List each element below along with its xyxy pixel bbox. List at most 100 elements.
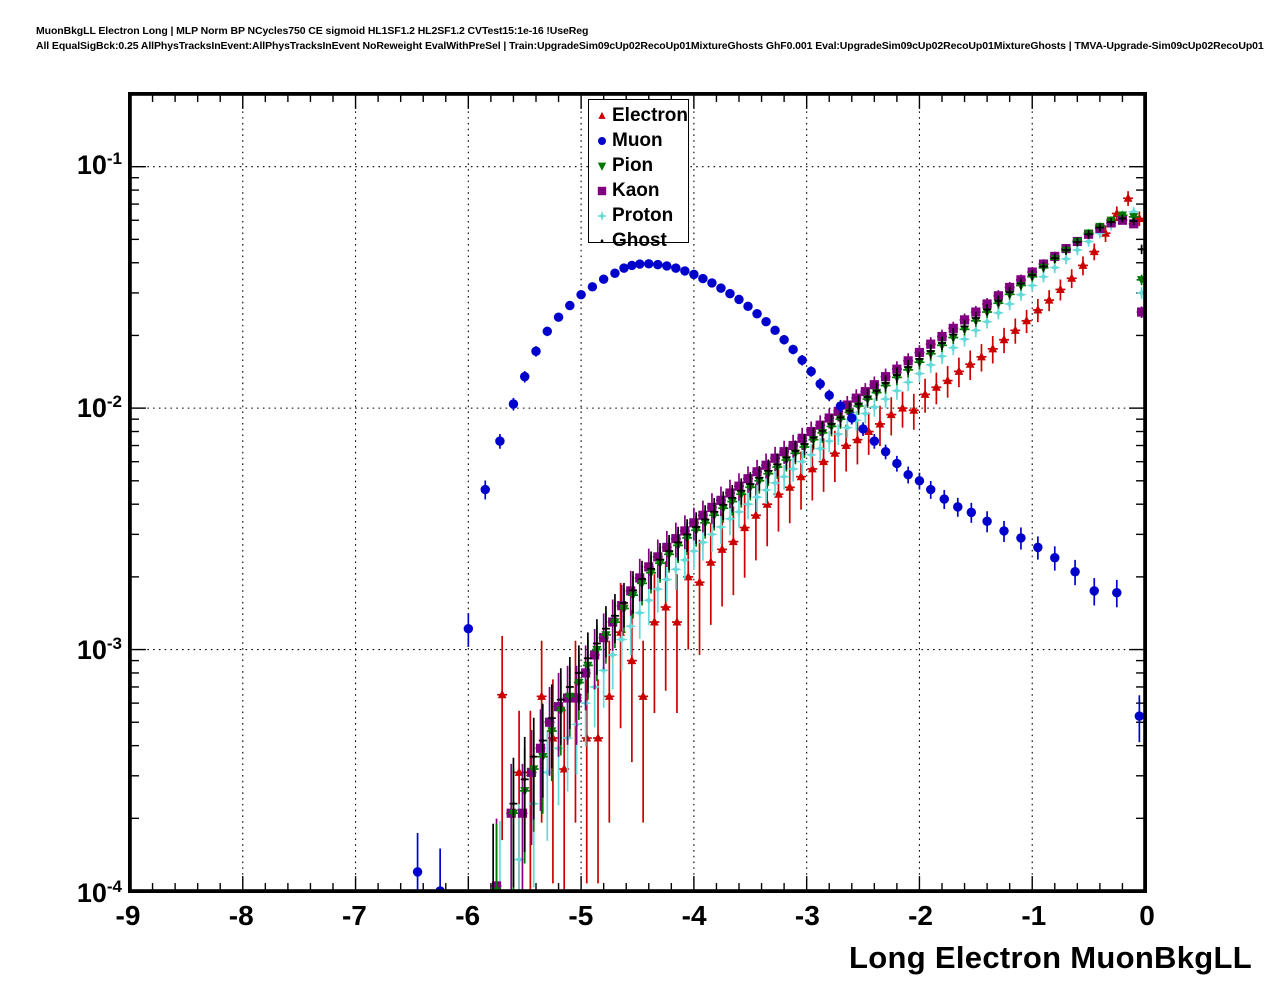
marker-square [572,693,582,703]
marker-circle [619,263,629,273]
marker-circle [662,261,672,271]
marker-star [958,333,971,346]
marker-triangle-up [683,571,693,581]
legend-label: Muon [612,130,663,151]
marker-triangle-up [751,510,761,519]
marker-star [787,462,800,475]
marker-star [541,766,554,779]
frame-border [130,94,1145,891]
marker-dot [549,715,554,721]
marker-square [662,542,672,552]
y-tick-exponent: -4 [106,877,122,896]
marker-dot [793,448,798,454]
y-tick-label: 10-3 [77,634,122,666]
y-tick-exponent: -2 [106,391,122,411]
marker-circle [576,289,586,300]
marker-star [714,520,727,533]
marker-circle [752,309,762,319]
y-tick-label: 10-2 [77,392,122,424]
marker-dot [838,414,843,420]
marker-star [1135,286,1145,299]
marker-dot [667,548,671,554]
marker-triangle-up [497,689,507,699]
marker-triangle-up [604,691,614,700]
marker-circle [610,268,620,278]
marker-triangle-up [661,602,671,611]
marker-dot [703,516,708,522]
series-muon [412,259,1145,891]
marker-star [624,620,637,633]
marker-dot [775,461,780,467]
marker-triangle-up [1067,273,1077,282]
marker-triangle-up [796,471,806,481]
marker-triangle-up [1056,284,1065,293]
marker-triangle-up [999,334,1009,344]
circle-icon [593,132,611,150]
marker-circle [598,136,606,145]
x-axis-title: Long Electron MuonBkgLL [849,940,1252,975]
marker-circle [519,371,530,382]
marker-square [860,387,870,397]
legend-label: Electron [612,105,689,126]
marker-square [752,467,762,477]
marker-dot [1109,219,1114,225]
marker-square [842,400,852,410]
marker-dot [531,754,536,760]
legend-marker [596,210,608,221]
marker-dot [894,372,899,378]
marker-triangle-up [559,764,569,773]
marker-circle [953,502,963,512]
marker-triangle-up [593,733,603,742]
marker-dot [540,737,545,744]
marker-circle [553,312,564,322]
marker-circle [463,623,474,634]
marker-dot [1075,239,1080,245]
grid-lines [130,94,1145,891]
marker-star [823,435,836,448]
marker-star [902,376,915,389]
marker-square [635,573,645,583]
marker-square [734,481,744,491]
marker-dot [917,356,922,362]
legend-item-kaon[interactable]: Kaon [593,178,688,203]
marker-star [778,470,791,483]
legend-item-pion[interactable]: Pion [593,153,688,178]
marker-circle [835,401,846,411]
marker-circle [653,259,663,270]
legend-item-ghost[interactable]: Ghost [593,228,688,253]
marker-triangle-up [717,544,727,553]
marker-dot [567,684,572,690]
marker-dot [996,298,1001,304]
marker-circle [847,413,857,423]
y-tick-exponent: -3 [106,634,122,654]
marker-square [971,307,981,317]
marker-dot [951,331,956,337]
legend-item-proton[interactable]: Proton [593,203,688,228]
marker-dot [511,801,516,807]
marker-circle [1089,586,1099,596]
marker-dot [962,323,967,329]
marker-circle [627,260,637,271]
marker-circle [880,446,891,457]
marker-circle [587,282,598,292]
marker-dot [874,388,879,394]
marker-dot [585,655,590,661]
marker-triangle-up [1010,325,1020,334]
marker-circle [565,300,575,311]
header-line-1: MuonBkgLL Electron Long | MLP Norm BP NC… [36,25,589,37]
marker-square [526,767,537,777]
legend-item-muon[interactable]: Muon [593,128,688,153]
series-kaon [491,215,1145,891]
marker-star [705,528,718,541]
marker-star [841,421,854,434]
marker-triangle-up [695,577,704,586]
marker-dot [694,524,699,530]
marker-dot [1097,224,1102,231]
marker-star [936,350,948,363]
marker-star [513,853,526,866]
marker-dot [1139,246,1144,252]
marker-triangle-up [598,111,606,119]
marker-triangle-up [830,448,840,457]
marker-star [913,367,926,380]
legend-item-electron[interactable]: Electron [593,103,688,128]
